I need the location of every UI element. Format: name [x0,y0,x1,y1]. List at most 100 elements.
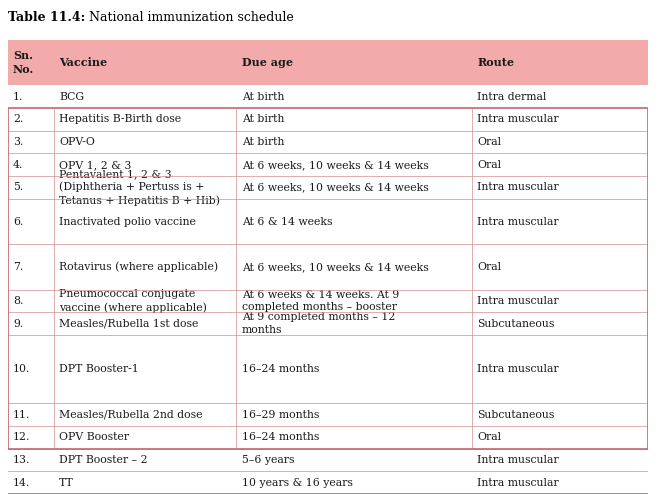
Bar [54,153,236,176]
Text: At birth: At birth [241,114,284,124]
Bar [54,85,236,108]
Text: 8.: 8. [13,296,24,306]
Bar [8,153,54,176]
Bar [8,403,54,426]
Bar [54,176,236,199]
Bar [8,108,648,449]
Text: 4.: 4. [13,160,23,170]
Bar [54,403,236,426]
Text: 5–6 years: 5–6 years [241,455,294,465]
Text: At 9 completed months – 12
months: At 9 completed months – 12 months [241,312,395,335]
Bar [472,108,648,131]
Text: At birth: At birth [241,92,284,102]
Text: Intra muscular: Intra muscular [477,478,559,488]
Text: 10 years & 16 years: 10 years & 16 years [241,478,352,488]
Bar [472,471,648,494]
Bar [8,312,54,335]
Bar [236,85,472,108]
Text: At 6 & 14 weeks: At 6 & 14 weeks [241,217,332,227]
Bar [236,153,472,176]
Text: TT: TT [59,478,74,488]
Bar [236,471,472,494]
Text: 7.: 7. [13,262,23,272]
Text: Intra muscular: Intra muscular [477,296,559,306]
Text: Inactivated polio vaccine: Inactivated polio vaccine [59,217,196,227]
Text: Subcutaneous: Subcutaneous [477,319,554,329]
Bar [8,199,54,244]
Text: 16–24 months: 16–24 months [241,432,319,442]
Text: 14.: 14. [13,478,30,488]
Text: 16–29 months: 16–29 months [241,410,319,420]
Text: Pentavalent 1, 2 & 3
(Diphtheria + Pertuss is +
Tetanus + Hepatitis B + Hib): Pentavalent 1, 2 & 3 (Diphtheria + Pertu… [59,169,220,206]
Bar [236,403,472,426]
Text: Intra muscular: Intra muscular [477,183,559,193]
Text: Rotavirus (where applicable): Rotavirus (where applicable) [59,261,218,272]
Text: Oral: Oral [477,262,501,272]
Bar [54,426,236,449]
Text: Measles/Rubella 1st dose: Measles/Rubella 1st dose [59,319,199,329]
Text: 5.: 5. [13,183,23,193]
Bar [472,289,648,312]
Text: Oral: Oral [477,160,501,170]
Bar [8,426,54,449]
Text: 9.: 9. [13,319,23,329]
Bar [472,131,648,153]
Bar [236,108,472,131]
Bar [54,312,236,335]
Text: 2.: 2. [13,114,24,124]
Text: Intra muscular: Intra muscular [477,455,559,465]
Text: At birth: At birth [241,137,284,147]
Text: 3.: 3. [13,137,24,147]
Text: Sn.
No.: Sn. No. [13,50,34,75]
Text: BCG: BCG [59,92,84,102]
Bar [236,199,472,244]
Text: At 6 weeks & 14 weeks. At 9
completed months – booster: At 6 weeks & 14 weeks. At 9 completed mo… [241,289,399,312]
Text: Table 11.4:: Table 11.4: [8,11,85,24]
Text: Intra muscular: Intra muscular [477,114,559,124]
Bar [54,449,236,471]
Text: Oral: Oral [477,137,501,147]
Text: Subcutaneous: Subcutaneous [477,410,554,420]
Bar [8,85,54,108]
Bar [472,335,648,403]
Text: At 6 weeks, 10 weeks & 14 weeks: At 6 weeks, 10 weeks & 14 weeks [241,262,428,272]
Text: Due age: Due age [241,57,293,68]
Text: Route: Route [477,57,514,68]
Text: DPT Booster-1: DPT Booster-1 [59,364,139,374]
Text: Oral: Oral [477,432,501,442]
Bar [54,289,236,312]
Bar [472,426,648,449]
Bar [472,85,648,108]
Bar [236,449,472,471]
Text: Measles/Rubella 2nd dose: Measles/Rubella 2nd dose [59,410,203,420]
Text: OPV 1, 2 & 3: OPV 1, 2 & 3 [59,160,131,170]
Bar [236,40,472,85]
Bar [472,176,648,199]
Bar [236,289,472,312]
Bar [472,40,648,85]
Bar [54,40,236,85]
Text: 13.: 13. [13,455,30,465]
Bar [236,131,472,153]
Bar [236,426,472,449]
Bar [8,244,54,289]
Bar [8,131,54,153]
Text: At 6 weeks, 10 weeks & 14 weeks: At 6 weeks, 10 weeks & 14 weeks [241,160,428,170]
Bar [236,312,472,335]
Text: At 6 weeks, 10 weeks & 14 weeks: At 6 weeks, 10 weeks & 14 weeks [241,183,428,193]
Bar [472,449,648,471]
Text: OPV Booster: OPV Booster [59,432,129,442]
Bar [54,131,236,153]
Bar [472,153,648,176]
Bar [54,199,236,244]
Bar [8,289,54,312]
Bar [8,108,54,131]
Bar [472,403,648,426]
Bar [8,471,54,494]
Text: Hepatitis B-Birth dose: Hepatitis B-Birth dose [59,114,181,124]
Bar [54,471,236,494]
Bar [236,176,472,199]
Text: OPV-O: OPV-O [59,137,95,147]
Bar [8,176,54,199]
Bar [472,312,648,335]
